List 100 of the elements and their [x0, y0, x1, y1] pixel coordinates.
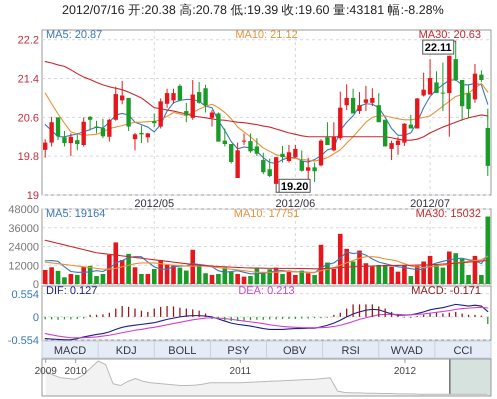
candlestick — [139, 125, 144, 144]
bar — [408, 276, 414, 284]
candlestick — [196, 81, 202, 104]
candlestick — [146, 132, 150, 144]
y-tick-label: 0 — [32, 279, 39, 291]
candlestick — [254, 138, 260, 157]
bar — [318, 244, 324, 284]
y-tick-label: 0 — [32, 312, 39, 324]
x-tick-label: 2010 — [64, 366, 88, 377]
candlestick — [408, 114, 414, 130]
candlestick — [152, 112, 156, 128]
y-tick-label: 24000 — [8, 242, 39, 254]
candlestick — [396, 136, 400, 156]
text: BOLL — [168, 345, 196, 357]
y-tick-label: -0.554 — [8, 335, 39, 347]
bar — [260, 273, 266, 284]
bar — [132, 267, 138, 284]
bar — [216, 274, 221, 284]
candlestick — [376, 92, 381, 123]
line-series — [44, 251, 488, 274]
series-label: MACD: -0.171 — [411, 285, 481, 297]
candlestick — [88, 115, 92, 131]
x-tick-label: 2012/06 — [275, 198, 316, 210]
text: OBV — [282, 345, 307, 357]
bar — [228, 272, 234, 284]
annotation: 19.20 — [276, 178, 311, 193]
bar — [306, 273, 310, 284]
bar — [332, 269, 336, 284]
y-tick-label: 20.6 — [18, 112, 39, 124]
text: MA5: 20.87 — [46, 29, 102, 41]
bar — [210, 274, 214, 284]
bar — [139, 274, 144, 284]
candlestick — [210, 110, 214, 128]
candlestick — [229, 144, 234, 164]
x-tick-label: 2012/07 — [410, 198, 450, 210]
bar — [203, 273, 208, 284]
candlestick — [421, 72, 426, 97]
candlestick — [56, 116, 60, 141]
bar — [152, 269, 157, 284]
bar — [74, 274, 80, 284]
text: RSI — [342, 345, 360, 357]
candlestick — [222, 128, 227, 147]
annotation: 22.11 — [422, 40, 456, 55]
y-tick-label: 22.2 — [18, 34, 39, 47]
candlestick — [344, 84, 349, 111]
bar — [178, 268, 182, 284]
candlestick — [268, 158, 272, 178]
candlestick — [203, 84, 208, 113]
candlestick — [120, 80, 124, 105]
bar — [68, 274, 74, 284]
text: KDJ — [116, 345, 137, 357]
candlestick — [434, 70, 439, 94]
chart-title: 2012/07/16 开:20.38 高:20.78 低:19.39 收:19.60 量:43181 幅:-8.28% — [62, 2, 444, 17]
candlestick — [402, 122, 407, 146]
bar — [299, 270, 304, 284]
y-tick-label: 19 — [26, 190, 39, 202]
bar — [312, 274, 317, 284]
x-tick-label: 2011 — [230, 366, 252, 377]
bar — [453, 253, 458, 284]
bar — [479, 274, 484, 284]
text: CCI — [453, 345, 472, 357]
candlestick — [100, 118, 106, 139]
bar — [485, 216, 490, 284]
bar — [184, 270, 189, 284]
text: DEA: 0.213 — [238, 285, 295, 297]
candlestick — [43, 138, 48, 158]
candlestick — [306, 157, 310, 180]
candlestick — [350, 88, 356, 114]
candlestick — [293, 144, 298, 158]
candlestick — [190, 79, 195, 120]
x-tick-label: 2012/05 — [134, 198, 174, 210]
text: MA30: 15032 — [416, 208, 481, 220]
y-tick-label: 12000 — [8, 260, 39, 272]
candlestick — [364, 85, 368, 112]
y-tick-label: 21.4 — [18, 74, 39, 86]
candlestick — [94, 120, 99, 134]
candlestick — [178, 84, 182, 102]
bar — [370, 266, 375, 284]
annotation: 19.20 — [280, 180, 308, 193]
x-tick-label: 2009 — [34, 366, 58, 377]
candlestick — [312, 162, 317, 182]
bar — [376, 264, 382, 284]
x-tick-label: 2012 — [394, 366, 416, 377]
annotation: 22.11 — [424, 42, 452, 54]
bar — [146, 274, 150, 284]
bar — [280, 274, 285, 284]
text: MA10: 17751 — [234, 208, 300, 220]
candlestick — [164, 88, 170, 108]
candlestick — [248, 132, 253, 154]
candlestick — [357, 92, 362, 114]
candlestick — [82, 116, 86, 147]
candlestick — [261, 152, 266, 175]
text: MACD — [54, 345, 86, 357]
bar — [107, 254, 112, 284]
line-series — [44, 256, 488, 273]
text: MA30: 20.63 — [418, 29, 481, 41]
candlestick — [75, 132, 80, 151]
text: MA10: 21.12 — [235, 29, 298, 41]
candlestick — [370, 88, 375, 107]
bar — [338, 234, 343, 284]
